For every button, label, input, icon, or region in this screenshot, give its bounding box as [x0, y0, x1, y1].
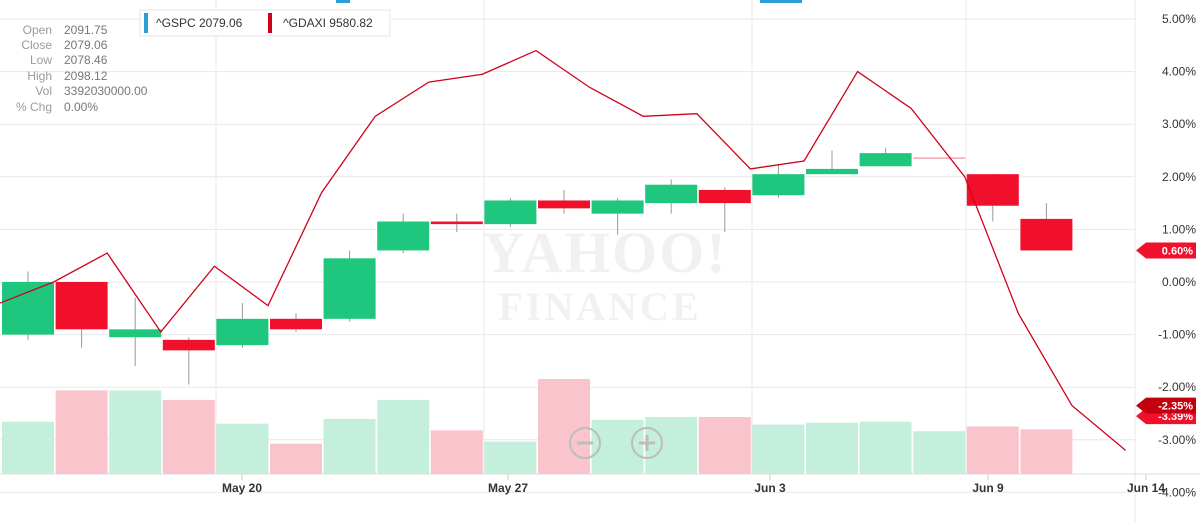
top-handle-left[interactable]: [336, 0, 350, 3]
candle-body[interactable]: [323, 258, 376, 319]
candle-body[interactable]: [966, 174, 1019, 206]
ohlc-value-vol: 3392030000.00: [64, 84, 148, 98]
y-tick-label: -3.00%: [1158, 433, 1196, 447]
legend-swatch-gdaxi: [268, 13, 272, 33]
ohlc-label-close: Close: [21, 38, 52, 52]
candle-body[interactable]: [162, 339, 215, 351]
top-handle-right[interactable]: [760, 0, 802, 3]
legend-label-gdaxi[interactable]: ^GDAXI 9580.82: [283, 16, 373, 30]
y-axis-ticks: 5.00% 4.00% 3.00% 2.00% 1.00% 0.00% -1.00% -2.0…: [1158, 12, 1196, 499]
ohlc-label-open: Open: [23, 23, 52, 37]
zoom-in-button[interactable]: [631, 427, 663, 459]
gdaxi-line-path[interactable]: [0, 49, 1127, 451]
candle-body[interactable]: [913, 157, 966, 159]
last-value-flags: -3.39% 0.60% -2.35%: [1136, 242, 1196, 425]
ohlc-value-high: 2098.12: [64, 69, 108, 83]
x-tick-label: Jun 3: [754, 481, 786, 495]
candle-body[interactable]: [1020, 218, 1073, 251]
y-tick-label: -2.00%: [1158, 380, 1196, 394]
legend: ^GSPC 2079.06 ^GDAXI 9580.82: [139, 9, 391, 37]
volume-bar: [806, 422, 858, 474]
candle-body[interactable]: [270, 318, 322, 330]
y-tick-label: 1.00%: [1162, 222, 1196, 236]
y-tick-label: 0.00%: [1162, 275, 1196, 289]
gspc-flag-text: 0.60%: [1162, 245, 1193, 257]
yahoo-finance-watermark: YAHOO! FINANCE: [482, 220, 727, 329]
x-axis-ticks: May 20 May 27 Jun 3 Jun 9 Jun 14: [222, 474, 1165, 495]
ohlc-info-panel: Open Close Low High Vol % Chg 2091.75 20…: [16, 23, 148, 114]
x-tick-label: Jun 9: [972, 481, 1004, 495]
ohlc-value-open: 2091.75: [64, 23, 108, 37]
x-tick-label: May 27: [488, 481, 528, 495]
candle-body[interactable]: [377, 221, 430, 251]
volume-bar: [913, 431, 966, 474]
y-tick-label: -1.00%: [1158, 328, 1196, 342]
watermark-yahoo: YAHOO!: [482, 220, 727, 285]
volume-bar: [109, 390, 162, 474]
volume-bar: [859, 421, 912, 474]
candle-body[interactable]: [752, 174, 805, 196]
zoom-out-button[interactable]: [569, 427, 601, 459]
candle-body[interactable]: [806, 168, 858, 175]
volume-bar: [1020, 429, 1073, 474]
ohlc-value-close: 2079.06: [64, 38, 108, 52]
ohlc-label-high: High: [27, 69, 52, 83]
candle-body[interactable]: [55, 282, 108, 330]
volume-bar: [2, 421, 54, 474]
volume-bar: [377, 399, 430, 474]
volume-bar: [752, 424, 805, 474]
volume-bar: [55, 390, 108, 474]
ohlc-value-low: 2078.46: [64, 53, 108, 67]
y-tick-label: 2.00%: [1162, 170, 1196, 184]
candle-body[interactable]: [645, 184, 698, 204]
volume-bar: [430, 430, 483, 474]
candle-body[interactable]: [2, 282, 54, 335]
legend-swatch-gspc: [144, 13, 148, 33]
gdaxi-flag-text: -2.35%: [1158, 401, 1193, 413]
volume-bar: [270, 443, 322, 474]
legend-label-gspc[interactable]: ^GSPC 2079.06: [156, 16, 243, 30]
zoom-in-icon[interactable]: [631, 427, 663, 459]
volume-bar: [162, 399, 215, 474]
volume-bar: [698, 417, 751, 474]
ohlc-label-low: Low: [30, 53, 52, 67]
gdaxi-line[interactable]: [0, 49, 1127, 451]
candle-body[interactable]: [538, 200, 590, 209]
ohlc-label-chg: % Chg: [16, 100, 52, 114]
zoom-out-icon[interactable]: [569, 427, 601, 459]
y-tick-label: -4.00%: [1158, 485, 1196, 499]
candle-body[interactable]: [591, 200, 644, 214]
candle-body[interactable]: [859, 153, 912, 167]
volume-bar: [323, 418, 376, 474]
volume-bars: [2, 379, 1073, 474]
volume-bar: [966, 426, 1019, 474]
candle-body[interactable]: [430, 221, 483, 225]
watermark-finance: FINANCE: [498, 284, 701, 329]
gdaxi-flag-shape: [1136, 397, 1196, 414]
volume-bar: [484, 441, 537, 474]
volume-bar: [645, 417, 698, 474]
y-tick-label: 4.00%: [1162, 65, 1196, 79]
y-tick-label: 5.00%: [1162, 12, 1196, 26]
ohlc-value-chg: 0.00%: [64, 100, 98, 114]
ohlc-label-vol: Vol: [35, 84, 52, 98]
legend-box: [139, 9, 391, 37]
volume-bar: [216, 423, 269, 474]
y-tick-label: 3.00%: [1162, 117, 1196, 131]
candle-body[interactable]: [484, 200, 537, 225]
x-tick-label: Jun 14: [1127, 481, 1165, 495]
gspc-candles[interactable]: [2, 147, 1073, 385]
candle-body[interactable]: [698, 189, 751, 204]
candle-body[interactable]: [109, 329, 162, 338]
candle-body[interactable]: [216, 318, 269, 346]
volume-bar: [538, 379, 590, 474]
partial-flag-text: -3.39%: [1158, 411, 1193, 423]
gspc-flag-shape: [1136, 242, 1196, 259]
x-tick-label: May 20: [222, 481, 262, 495]
